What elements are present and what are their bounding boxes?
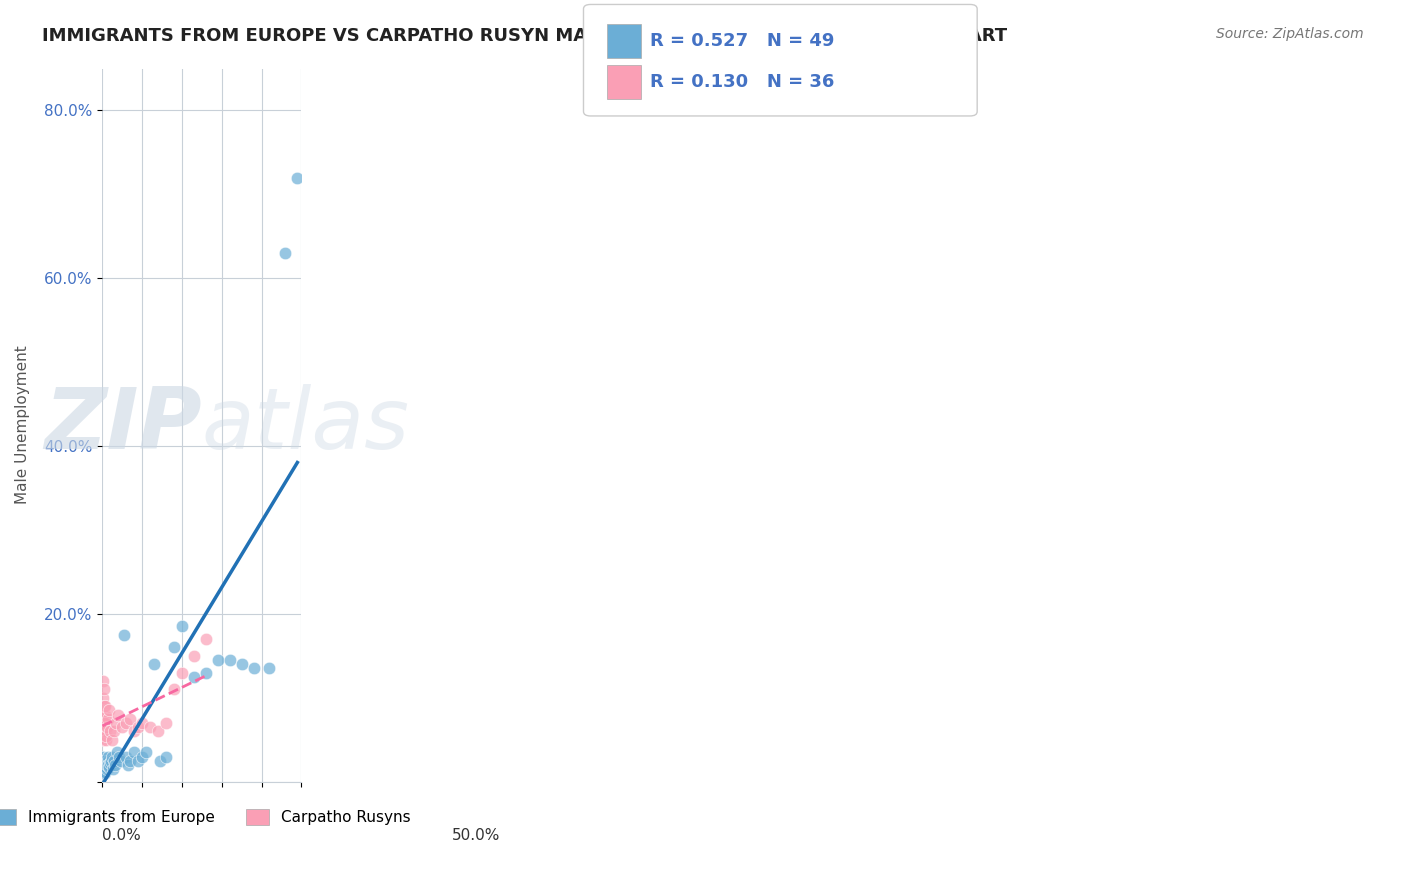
Point [163, 640, 186, 655]
Point [91, 749, 114, 764]
Point [231, 657, 253, 672]
Point [91, 762, 114, 776]
Point [93, 754, 115, 768]
Point [103, 754, 125, 768]
Point [96, 762, 118, 776]
Point [105, 715, 128, 730]
Text: ZIP: ZIP [44, 384, 201, 467]
Point [94, 732, 117, 747]
Point [107, 707, 129, 722]
Point [218, 653, 240, 667]
Point [155, 715, 177, 730]
Point [100, 754, 122, 768]
Point [94, 756, 117, 771]
Point [259, 661, 281, 675]
Point [170, 665, 193, 680]
Point [131, 749, 153, 764]
Point [97, 712, 120, 726]
Point [94, 715, 117, 730]
Point [115, 749, 138, 764]
Point [94, 766, 117, 780]
Point [91, 715, 114, 730]
Point [131, 715, 153, 730]
Point [101, 762, 124, 776]
Point [108, 749, 131, 764]
Point [118, 754, 141, 768]
Point [146, 724, 169, 739]
Point [93, 699, 115, 714]
Point [103, 724, 125, 739]
Point [93, 682, 115, 697]
Point [111, 720, 134, 734]
Point [110, 754, 132, 768]
Text: IMMIGRANTS FROM EUROPE VS CARPATHO RUSYN MALE UNEMPLOYMENT CORRELATION CHART: IMMIGRANTS FROM EUROPE VS CARPATHO RUSYN… [42, 27, 1007, 45]
Point [96, 758, 118, 772]
Point [163, 682, 186, 697]
Point [96, 729, 118, 743]
Point [98, 756, 121, 771]
Point [97, 749, 120, 764]
Point [101, 749, 124, 764]
Point [101, 732, 124, 747]
Point [105, 745, 128, 759]
Point [94, 699, 117, 714]
Point [115, 715, 138, 730]
Y-axis label: Male Unemployment: Male Unemployment [15, 346, 30, 505]
Point [112, 628, 135, 642]
Point [242, 661, 264, 675]
Point [98, 703, 121, 717]
Point [207, 653, 229, 667]
Point [183, 648, 205, 663]
Legend: Immigrants from Europe, Carpatho Rusyns: Immigrants from Europe, Carpatho Rusyns [0, 803, 416, 831]
Point [118, 712, 141, 726]
Point [117, 758, 139, 772]
Text: 50.0%: 50.0% [453, 828, 501, 843]
Point [194, 632, 217, 646]
Point [91, 758, 114, 772]
Point [274, 246, 297, 260]
Point [93, 707, 115, 722]
Point [93, 762, 115, 776]
Point [96, 720, 118, 734]
Text: 0.0%: 0.0% [103, 828, 141, 843]
Point [122, 724, 145, 739]
Point [104, 758, 127, 772]
Text: atlas: atlas [201, 384, 409, 467]
Point [183, 670, 205, 684]
Point [91, 732, 114, 747]
Point [91, 673, 114, 688]
Point [91, 754, 114, 768]
Point [91, 690, 114, 705]
Point [285, 170, 308, 185]
Point [93, 758, 115, 772]
Point [91, 724, 114, 739]
Point [122, 745, 145, 759]
Point [93, 724, 115, 739]
Text: R = 0.527   N = 49: R = 0.527 N = 49 [650, 32, 834, 50]
Text: Source: ZipAtlas.com: Source: ZipAtlas.com [1216, 27, 1364, 41]
Point [127, 754, 149, 768]
Point [127, 720, 149, 734]
Point [98, 759, 121, 773]
Point [97, 758, 120, 772]
Point [170, 619, 193, 633]
Point [91, 707, 114, 722]
Point [94, 764, 117, 779]
Point [94, 724, 117, 739]
Point [194, 665, 217, 680]
Point [97, 754, 120, 768]
Point [93, 766, 115, 780]
Point [149, 754, 172, 768]
Point [94, 759, 117, 773]
Point [98, 724, 121, 739]
Point [135, 745, 157, 759]
Point [142, 657, 165, 672]
Point [139, 720, 162, 734]
Point [155, 749, 177, 764]
Text: R = 0.130   N = 36: R = 0.130 N = 36 [650, 73, 834, 91]
